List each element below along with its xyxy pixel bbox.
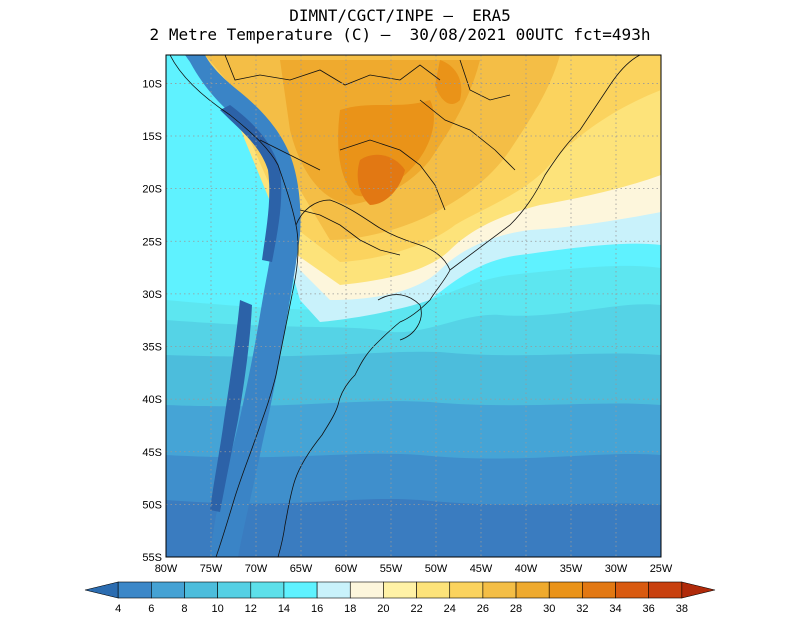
colorbar: 4 6 8 10 12 14 16 18 20 22 24 26 28 30 32 34 36 38	[84, 581, 716, 615]
lon-tick-label: 60W	[335, 563, 358, 575]
lat-tick-label: 45S	[142, 447, 162, 459]
colorbar-segment	[416, 581, 451, 599]
lon-tick-label: 30W	[605, 563, 628, 575]
lon-tick-label: 35W	[560, 563, 583, 575]
lon-tick-label: 75W	[200, 563, 223, 575]
colorbar-label: 36	[643, 603, 655, 615]
lon-tick-label: 80W	[155, 563, 178, 575]
lon-tick-label: 25W	[650, 563, 673, 575]
longitude-labels: 80W 75W 70W 65W 60W 55W 50W 45W 40W 35W 30W 25W	[155, 563, 673, 575]
colorbar-label: 34	[609, 603, 621, 615]
latitude-labels: 10S 15S 20S 25S 30S 35S 40S 45S 50S 55S	[142, 78, 162, 564]
lat-tick-label: 50S	[142, 499, 162, 511]
colorbar-segment	[383, 581, 417, 599]
colorbar-label: 32	[576, 603, 588, 615]
lat-tick-label: 15S	[142, 131, 162, 143]
colorbar-label: 30	[543, 603, 555, 615]
colorbar-label: 22	[410, 603, 422, 615]
colorbar-segment	[515, 581, 550, 599]
colorbar-segment	[582, 581, 616, 599]
colorbar-segment	[548, 581, 583, 599]
colorbar-segment	[648, 581, 683, 599]
colorbar-segment	[217, 581, 252, 599]
lon-tick-label: 50W	[425, 563, 448, 575]
colorbar-segment	[615, 581, 649, 599]
coastline-and-borders	[169, 55, 641, 557]
plot-frame	[165, 54, 662, 558]
colorbar-segment	[316, 581, 351, 599]
map-title-line-2: 2 Metre Temperature (C) – 30/08/2021 00U…	[149, 25, 651, 44]
colorbar-label: 28	[510, 603, 522, 615]
lon-tick-label: 55W	[380, 563, 403, 575]
colorbar-label: 20	[377, 603, 389, 615]
temperature-field	[166, 55, 661, 557]
colorbar-label: 10	[212, 603, 224, 615]
colorbar-label: 8	[181, 603, 187, 615]
colorbar-segment	[184, 581, 218, 599]
colorbar-segment	[283, 581, 318, 599]
colorbar-label: 12	[245, 603, 257, 615]
colorbar-segment	[681, 581, 716, 599]
colorbar-label: 16	[311, 603, 323, 615]
colorbar-segment	[151, 581, 185, 599]
lat-tick-label: 20S	[142, 184, 162, 196]
gridlines	[166, 55, 661, 557]
colorbar-segment	[117, 581, 152, 599]
colorbar-segment	[84, 581, 119, 599]
lat-tick-label: 30S	[142, 289, 162, 301]
lat-tick-label: 25S	[142, 236, 162, 248]
colorbar-segment	[482, 581, 517, 599]
colorbar-segment	[250, 581, 285, 599]
lon-tick-label: 70W	[245, 563, 268, 575]
colorbar-segment	[349, 581, 384, 599]
colorbar-label: 6	[148, 603, 154, 615]
lat-tick-label: 10S	[142, 78, 162, 90]
colorbar-label: 24	[444, 603, 456, 615]
colorbar-label: 4	[115, 603, 121, 615]
lat-tick-label: 40S	[142, 394, 162, 406]
colorbar-label: 18	[344, 603, 356, 615]
map-title-line-1: DIMNT/CGCT/INPE – ERA5	[289, 6, 511, 25]
lat-tick-label: 35S	[142, 342, 162, 354]
lon-tick-label: 40W	[515, 563, 538, 575]
colorbar-segment	[449, 581, 484, 599]
lat-tick-label: 55S	[142, 552, 162, 564]
colorbar-label: 14	[278, 603, 290, 615]
lon-tick-label: 65W	[290, 563, 313, 575]
colorbar-label: 38	[676, 603, 688, 615]
lon-tick-label: 45W	[470, 563, 493, 575]
colorbar-label: 26	[477, 603, 489, 615]
